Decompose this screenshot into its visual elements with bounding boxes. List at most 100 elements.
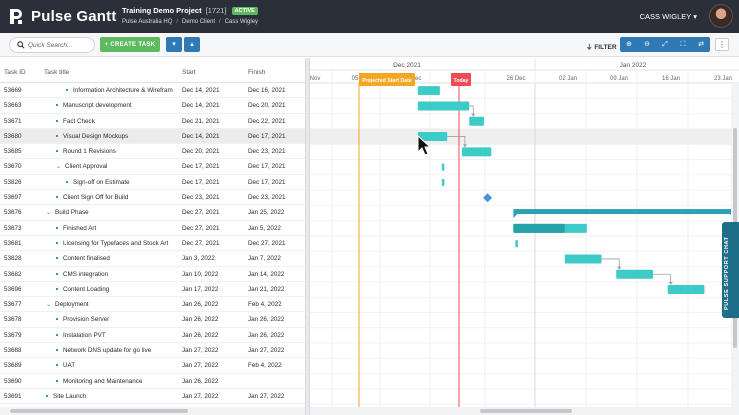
task-title-cell[interactable]: ⌄ Build Phase [46,209,178,216]
project-title[interactable]: Training Demo Project [1721] ACTIVE [122,6,258,15]
task-title-cell[interactable]: CMS integration [56,271,178,278]
task-finish-cell: Jan 26, 2022 [248,331,285,339]
table-row[interactable]: 53670 ⌄ Client Approval Dec 17, 2021 Dec 17,… [0,159,305,175]
breadcrumb-item-organisation[interactable]: Pulse Australia HQ [122,19,173,25]
breadcrumb: Pulse Australia HQ / Demo Client / Cass Wigl… [122,19,259,25]
task-id-cell: 53688 [4,347,22,355]
table-row[interactable]: 53690 Monitoring and Maintenance Jan 26, 2… [0,374,305,389]
task-bar[interactable] [441,163,445,171]
task-title-cell[interactable]: Provision Server [56,316,178,323]
grid-horizontal-scrollbar[interactable] [0,407,305,415]
support-chat-tab[interactable]: PULSE SUPPORT CHAT [722,222,739,318]
task-title-cell[interactable]: Round 1 Revisions [56,148,178,155]
table-row[interactable]: 53696 Content Loading Jan 17, 2022 Jan 21, … [0,282,305,298]
table-row[interactable]: 53673 Finished Art Dec 27, 2021 Jan 5, 2022 [0,221,305,236]
more-options-button[interactable]: ⋮ [715,38,729,51]
pulse-logo-icon [10,9,22,24]
column-header-title[interactable]: Task title [44,69,70,76]
table-row[interactable]: 53681 Licensing for Typefaces and Stock A… [0,236,305,252]
breadcrumb-item-client[interactable]: Demo Client [182,19,216,25]
task-title-cell[interactable]: Content finalised [56,255,178,262]
task-bar[interactable] [564,254,602,264]
task-bar[interactable] [469,116,484,126]
task-title-cell[interactable]: Content Loading [56,286,178,293]
task-title-cell[interactable]: Instalation PVT [56,332,178,339]
task-title-cell[interactable]: Site Launch [46,393,178,400]
summary-bar[interactable] [513,209,734,215]
export-button[interactable]: ⇄ [692,37,710,52]
task-bar[interactable] [441,178,445,186]
projected-start-label: Projected Start Date [362,78,412,84]
task-title-cell[interactable]: Licensing for Typefaces and Stock Art [56,240,178,247]
fullscreen-icon: ⛶ [680,40,686,48]
task-title-cell[interactable]: Sign-off on Estimate [66,179,178,186]
table-row[interactable]: 53679 Instalation PVT Jan 26, 2022 Jan 26, … [0,328,305,344]
table-row[interactable]: 53697 Client Sign Off for Build Dec 23, 20… [0,190,305,206]
task-title-text: Manuscript development [63,102,132,110]
table-row[interactable]: 53671 Fact Check Dec 21, 2021 Dec 22, 2021 [0,114,305,129]
column-header-finish[interactable]: Finish [248,69,266,76]
task-id-cell: 53696 [4,285,22,293]
task-title-cell[interactable]: Manuscript development [56,102,178,109]
zoom-in-button[interactable]: ⊕ [620,37,638,52]
task-id-cell: 53682 [4,270,22,278]
table-row[interactable]: 53689 UAT Jan 27, 2022 Feb 4, 2022 [0,358,305,374]
task-finish-cell: Dec 22, 2021 [248,117,286,125]
create-task-button[interactable]: + CREATE TASK [100,37,160,52]
expand-all-button[interactable]: ▴ [184,37,200,52]
task-bar[interactable] [616,269,653,279]
panel-splitter[interactable] [305,58,310,415]
table-row[interactable]: 53826 Sign-off on Estimate Dec 17, 2021 Dec… [0,175,305,191]
table-row[interactable]: 53691 Site Launch Jan 27, 2022 Jan 27, 2022 [0,389,305,405]
task-title-text: Client Approval [65,163,108,171]
table-row[interactable]: 53682 CMS integration Jan 10, 2022 Jan 14, … [0,267,305,282]
zoom-fit-button[interactable]: ⤢ [656,37,674,52]
milestone-diamond[interactable] [483,193,493,203]
table-row[interactable]: 53676 ⌄ Build Phase Dec 27, 2021 Jan 25, 202… [0,205,305,221]
task-bar[interactable] [461,147,492,157]
scrollbar-thumb[interactable] [10,409,188,413]
expand-toggle-icon[interactable]: ⌄ [46,209,52,217]
task-title-text: Build Phase [55,209,89,217]
expand-toggle-icon[interactable]: ⌄ [56,163,62,171]
task-title-cell[interactable]: Visual Design Mockups [56,133,178,140]
column-header-id[interactable]: Task ID [4,69,26,76]
task-title-cell[interactable]: Finished Art [56,225,178,232]
task-title-cell[interactable]: UAT [56,362,178,369]
table-row[interactable]: 53828 Content finalised Jan 3, 2022 Jan 7, … [0,251,305,267]
task-title-cell[interactable]: Information Architecture & Wirefram [66,87,178,94]
table-row[interactable]: 53680 Visual Design Mockups Dec 14, 2021 De… [0,128,305,145]
task-bar[interactable] [417,101,470,111]
task-bar[interactable] [417,86,440,96]
task-start-cell: Dec 21, 2021 [182,117,220,125]
table-row[interactable]: 53685 Round 1 Revisions Dec 20, 2021 Dec 23… [0,144,305,160]
task-title-cell[interactable]: Fact Check [56,118,178,125]
zoom-out-button[interactable]: ⊖ [638,37,656,52]
table-row[interactable]: 53669 Information Architecture & Wirefram… [0,83,305,99]
table-row[interactable]: 53688 Network DNS update for go live Jan 2… [0,343,305,359]
avatar[interactable] [709,4,733,28]
filter-button[interactable]: ⏚ FILTER [586,41,617,51]
table-row[interactable]: 53663 Manuscript development Dec 14, 2021 D… [0,98,305,114]
collapse-all-button[interactable]: ▾ [166,37,182,52]
task-title-cell[interactable]: Network DNS update for go live [56,347,178,354]
table-row[interactable]: 53678 Provision Server Jan 26, 2022 Jan 26,… [0,312,305,328]
task-title-cell[interactable]: ⌄ Client Approval [56,163,178,170]
table-row[interactable]: 53677 ⌄ Deployment Jan 26, 2022 Feb 4, 2022 [0,297,305,313]
task-bar[interactable] [515,240,518,248]
task-title-cell[interactable]: Monitoring and Maintenance [56,378,178,385]
user-menu[interactable]: CASS WIGLEY ▾ [640,12,697,21]
task-title-cell[interactable]: Client Sign Off for Build [56,194,178,201]
task-finish-cell: Jan 27, 2022 [248,347,285,355]
task-bar[interactable] [417,132,448,142]
task-bar[interactable] [667,285,705,295]
fullscreen-button[interactable]: ⛶ [674,37,692,52]
task-bar-progress [513,223,565,233]
expand-toggle-icon[interactable]: ⌄ [46,301,52,309]
gantt-horizontal-scrollbar-thumb[interactable] [480,409,572,413]
column-header-start[interactable]: Start [182,69,196,76]
task-title-cell[interactable]: ⌄ Deployment [46,301,178,308]
search-input[interactable] [28,39,92,51]
breadcrumb-item-owner[interactable]: Cass Wigley [224,19,259,25]
task-start-cell: Jan 26, 2022 [182,301,219,309]
